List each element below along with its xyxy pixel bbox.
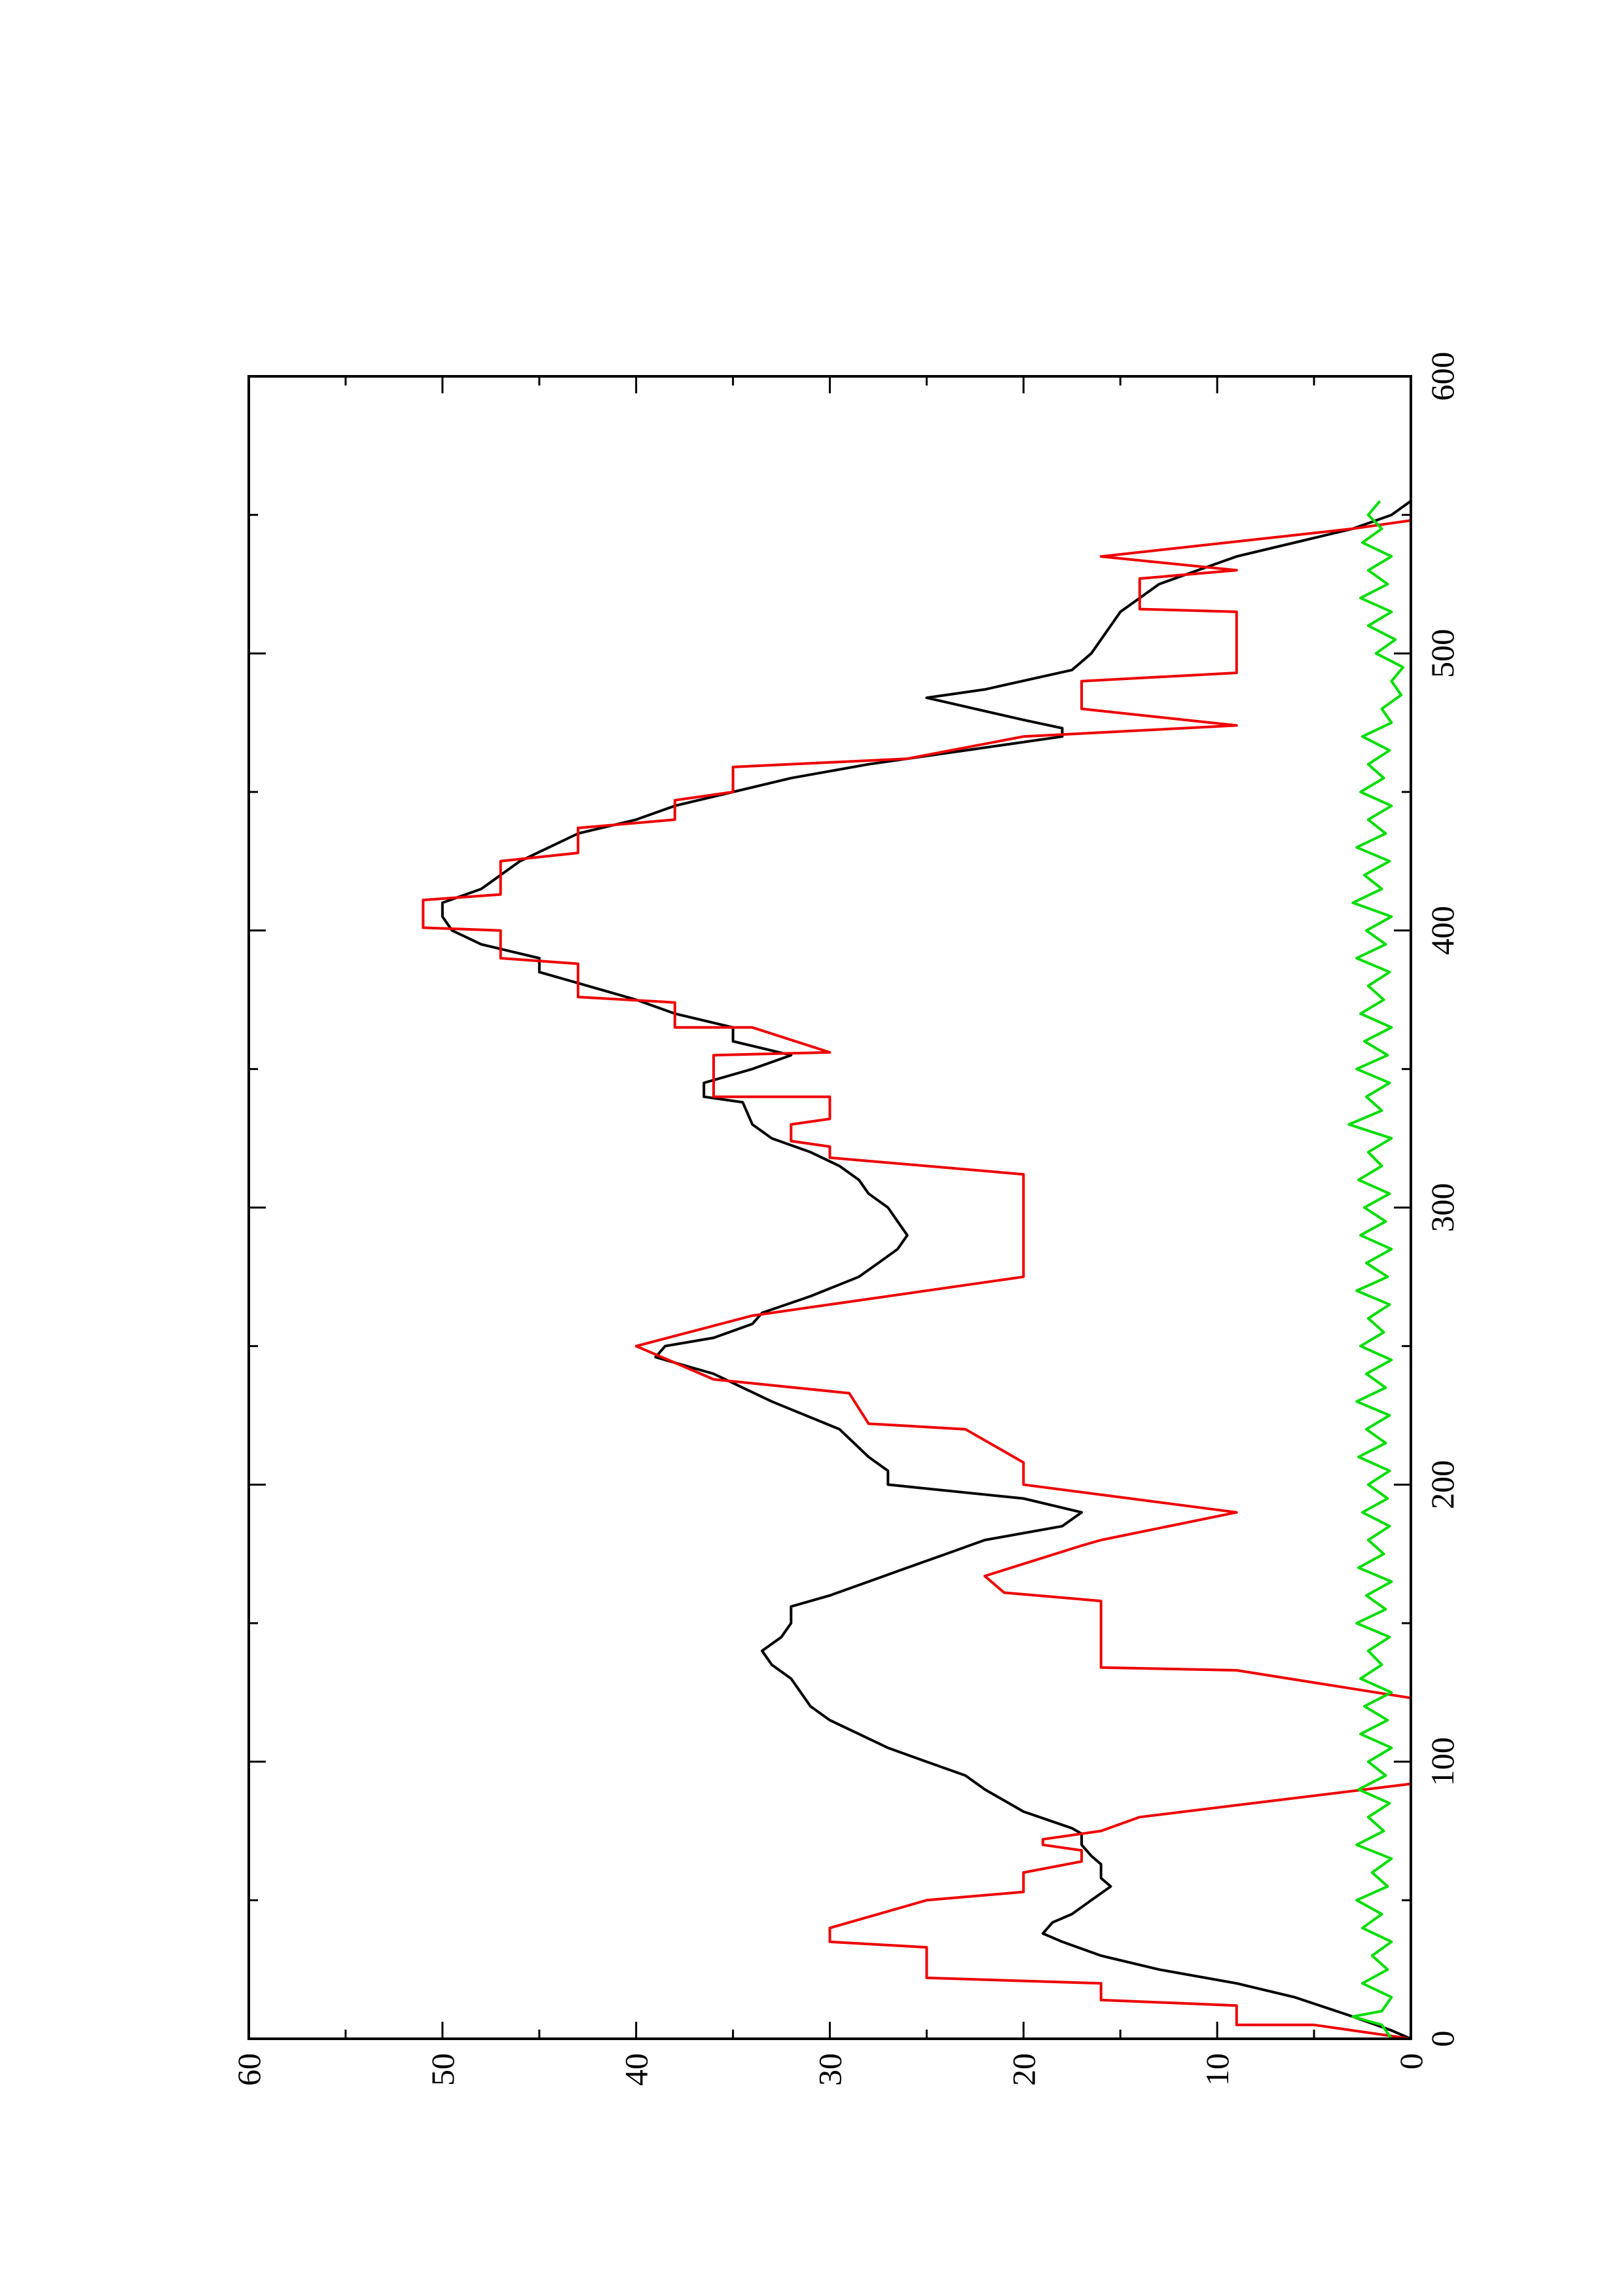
tick-labels: 0 100 200 300 400 500 600 0 10 20 30 40 50 60 [230,352,1461,2087]
x-tick-label: 100 [1424,1737,1461,1786]
y-tick-label: 30 [812,2053,848,2086]
ticks [247,375,1412,2040]
x-tick-label: 600 [1424,352,1461,401]
x-tick-label: 500 [1424,629,1461,678]
y-tick-label: 50 [424,2053,461,2086]
x-tick-label: 400 [1424,906,1461,955]
series-line-0 [441,499,1412,2040]
y-tick-label: 20 [1005,2053,1042,2086]
x-tick-label: 0 [1424,2031,1461,2047]
y-tick-label: 60 [230,2053,267,2086]
y-tick-label: 0 [1393,2053,1429,2070]
y-tick-label: 40 [618,2053,655,2086]
x-tick-label: 200 [1424,1460,1461,1509]
series-line-2 [1347,500,1405,2040]
series-layer [422,499,1412,2040]
series-line-1 [422,519,1412,2040]
y-tick-label: 10 [1199,2053,1235,2086]
x-tick-label: 300 [1424,1183,1461,1232]
